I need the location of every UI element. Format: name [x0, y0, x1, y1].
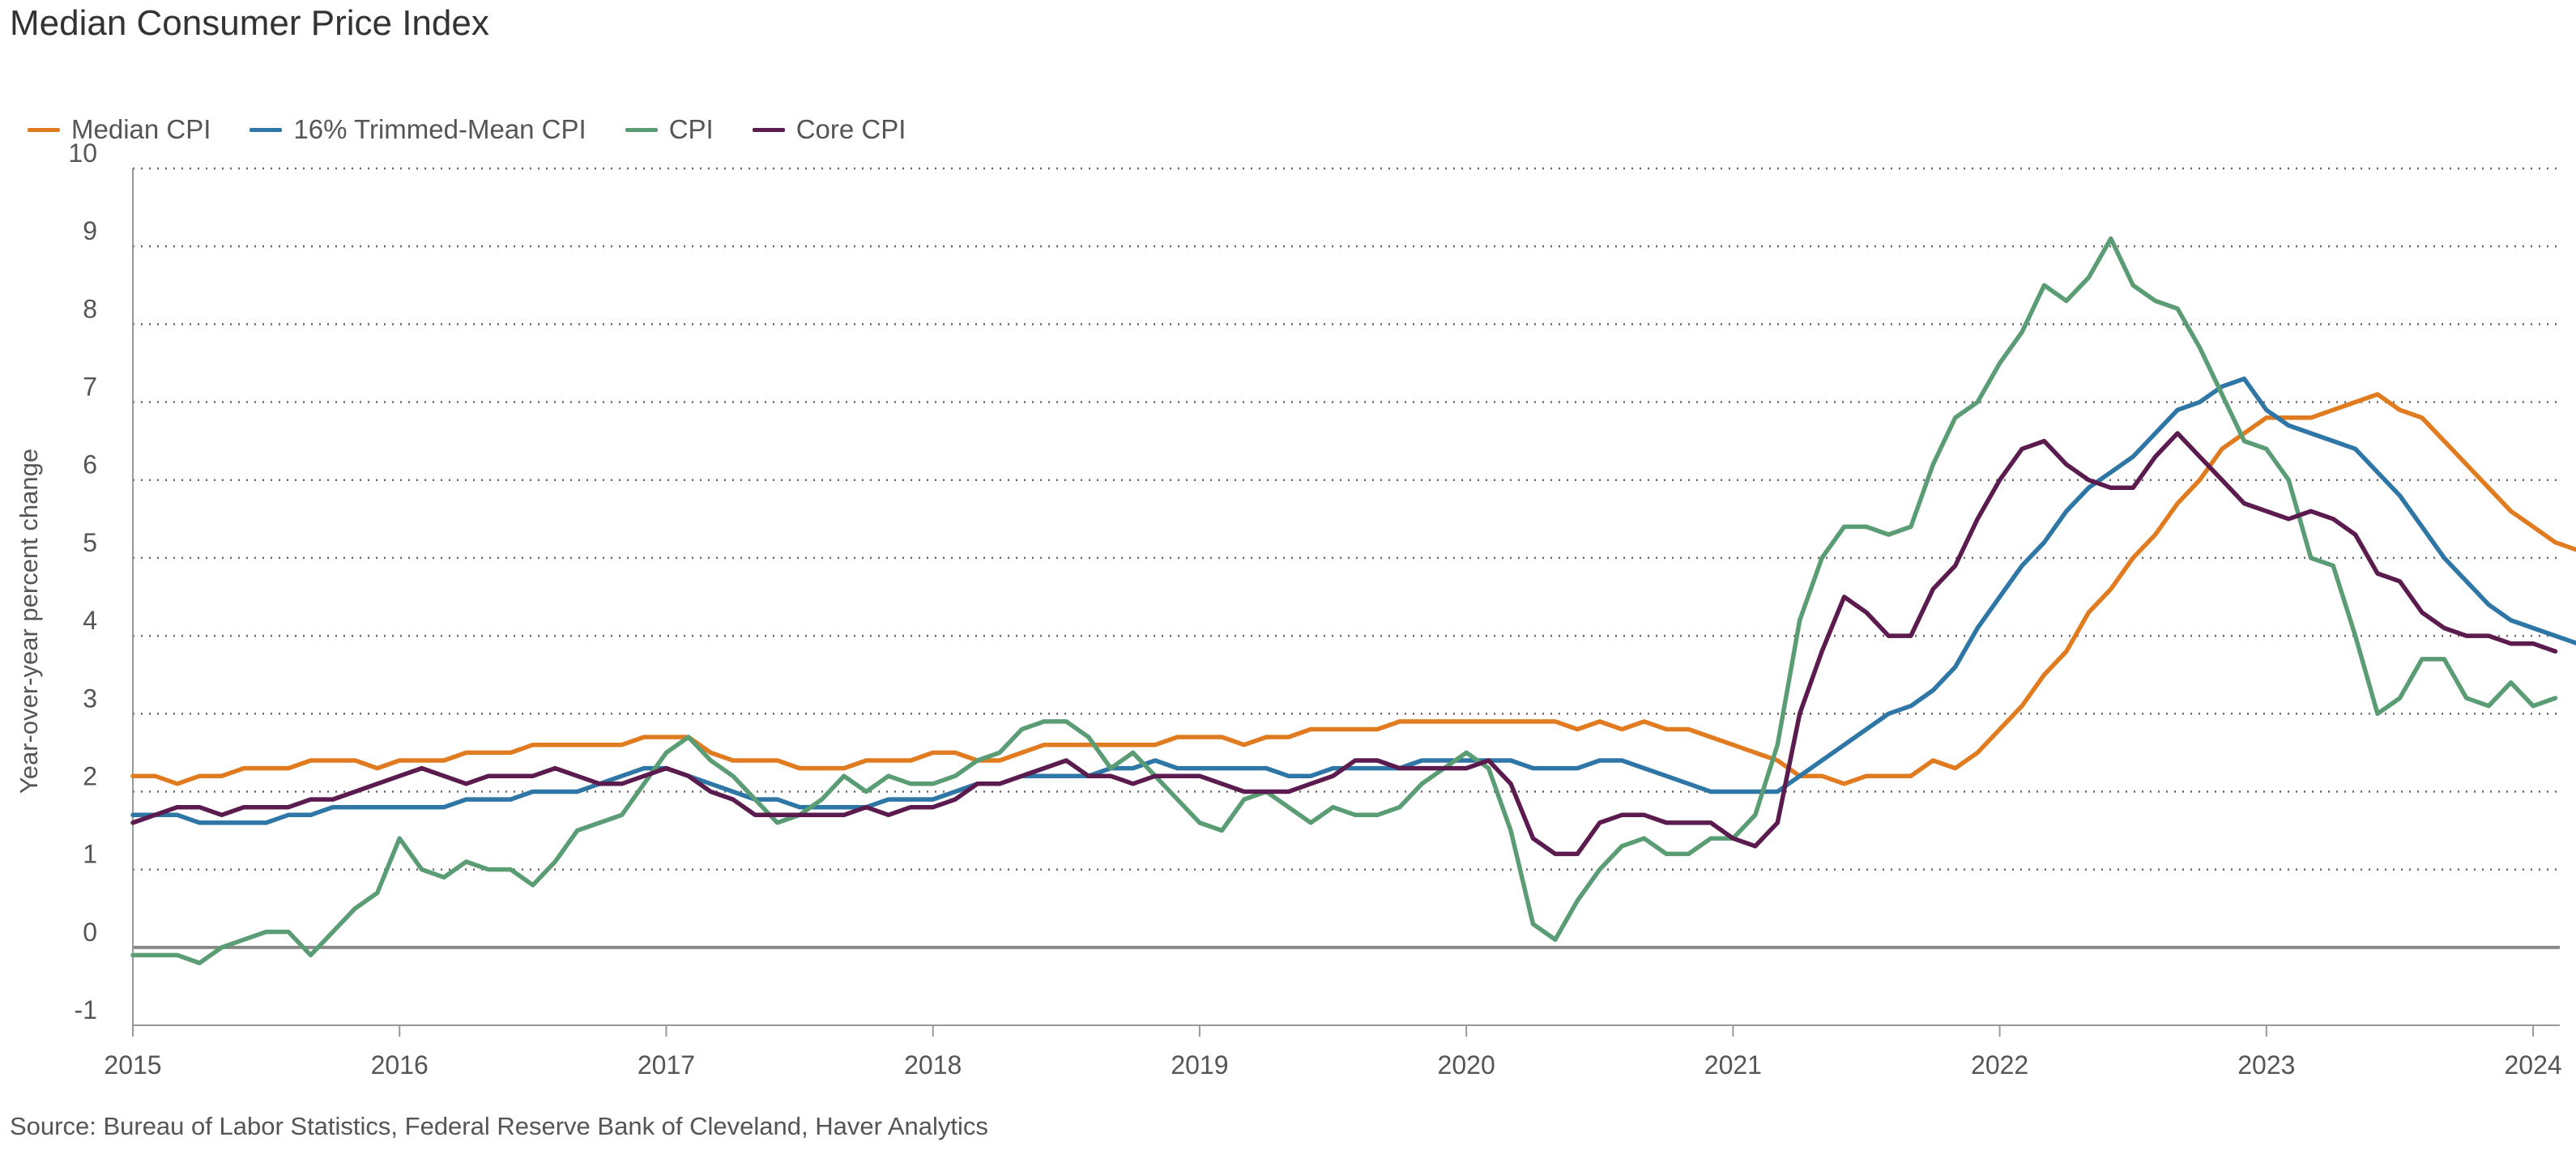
legend-item-median-cpi[interactable]: Median CPI	[28, 114, 211, 145]
y-tick-label: -1	[75, 995, 97, 1024]
y-tick-label: 0	[83, 918, 97, 947]
y-tick-label: 9	[83, 216, 97, 245]
x-tick-label: 2018	[904, 1050, 962, 1080]
x-tick-label: 2020	[1438, 1050, 1495, 1080]
legend-item-cpi[interactable]: CPI	[625, 114, 714, 145]
axes: -1 0 1 2 3 4 5 6 7 8 9 10 2015 2016 2017 2018 2019 2020 20…	[68, 138, 2561, 1080]
y-tick-label: 2	[83, 761, 97, 790]
x-tick-label: 2021	[1704, 1050, 1762, 1080]
y-tick-label: 6	[83, 450, 97, 479]
grid-lines	[133, 167, 2560, 949]
x-tick-label: 2024	[2504, 1050, 2561, 1080]
legend-item-trimmed-mean-cpi[interactable]: 16% Trimmed-Mean CPI	[249, 114, 586, 145]
x-tick-label: 2023	[2237, 1050, 2295, 1080]
chart-title: Median Consumer Price Index	[10, 3, 489, 43]
x-tick-label: 2022	[1971, 1050, 2028, 1080]
legend: Median CPI 16% Trimmed-Mean CPI CPI Core…	[28, 110, 906, 149]
series-lines	[130, 236, 2576, 965]
source-note: Source: Bureau of Labor Statistics, Fede…	[10, 1112, 988, 1140]
series-line-16-trimmed-mean-cpi[interactable]	[130, 376, 2576, 825]
legend-item-core-cpi[interactable]: Core CPI	[752, 114, 906, 145]
x-tick-label: 2017	[638, 1050, 695, 1080]
legend-swatch-cpi	[625, 127, 658, 132]
legend-swatch-median-cpi	[28, 127, 60, 132]
x-tick-label: 2019	[1171, 1050, 1228, 1080]
y-tick-label: 10	[68, 138, 97, 168]
x-tick-label: 2015	[104, 1050, 161, 1080]
legend-label-trimmed-mean-cpi: 16% Trimmed-Mean CPI	[293, 114, 586, 144]
y-tick-label: 7	[83, 373, 97, 402]
legend-swatch-trimmed-mean-cpi	[249, 127, 283, 132]
series-line-cpi[interactable]	[130, 236, 2558, 965]
y-tick-label: 8	[83, 294, 97, 323]
legend-label-cpi: CPI	[668, 114, 714, 144]
y-axis-title: Year-over-year percent change	[15, 449, 43, 794]
x-tick-label: 2016	[371, 1050, 429, 1080]
line-chart: -1 0 1 2 3 4 5 6 7 8 9 10 2015 2016 2017 2018 2019 2020 20…	[15, 138, 2576, 1080]
y-tick-label: 5	[83, 528, 97, 557]
series-line-core-cpi[interactable]	[130, 431, 2558, 857]
y-tick-label: 1	[83, 840, 97, 869]
legend-label-core-cpi: Core CPI	[795, 114, 906, 144]
y-tick-label: 3	[83, 684, 97, 713]
y-tick-label: 4	[83, 606, 97, 635]
legend-label-median-cpi: Median CPI	[71, 114, 211, 144]
legend-swatch-core-cpi	[752, 127, 785, 132]
series-line-median-cpi[interactable]	[130, 392, 2576, 786]
